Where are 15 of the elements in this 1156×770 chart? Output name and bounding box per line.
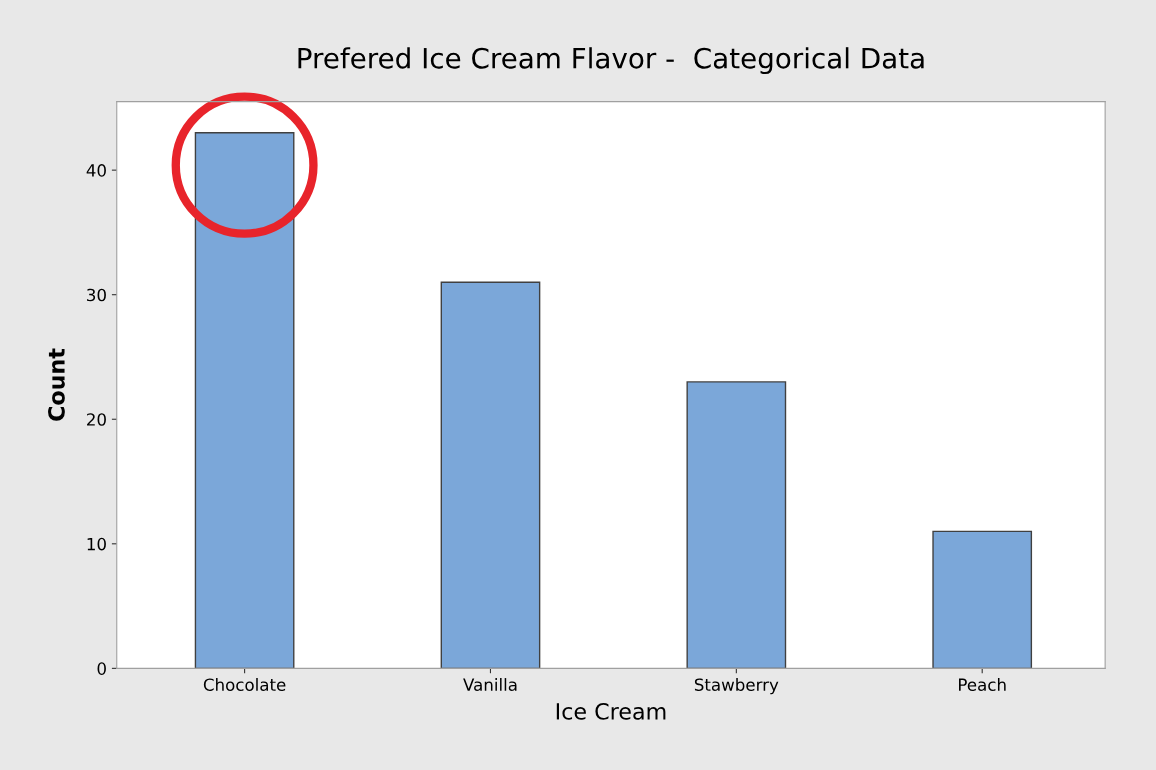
y-axis-title: Count <box>48 348 65 421</box>
chart-title: Prefered Ice Cream Flavor - Categorical Data <box>298 47 924 75</box>
bar <box>932 530 1033 669</box>
x-tick-label: Chocolate <box>203 678 286 691</box>
x-tick-label: Peach <box>959 678 1006 691</box>
x-tick-label: Stawberry <box>694 678 779 695</box>
x-axis-title: Ice Cream <box>556 702 666 720</box>
y-tick-label: 30 <box>87 288 106 302</box>
x-tick-label: Vanilla <box>463 678 517 691</box>
y-tick-label: 20 <box>87 413 106 426</box>
y-tick-label: 40 <box>86 164 106 177</box>
y-tick-label: 10 <box>87 537 106 551</box>
y-tick-label: 0 <box>97 662 106 675</box>
bar <box>686 381 787 669</box>
bar <box>440 281 541 669</box>
